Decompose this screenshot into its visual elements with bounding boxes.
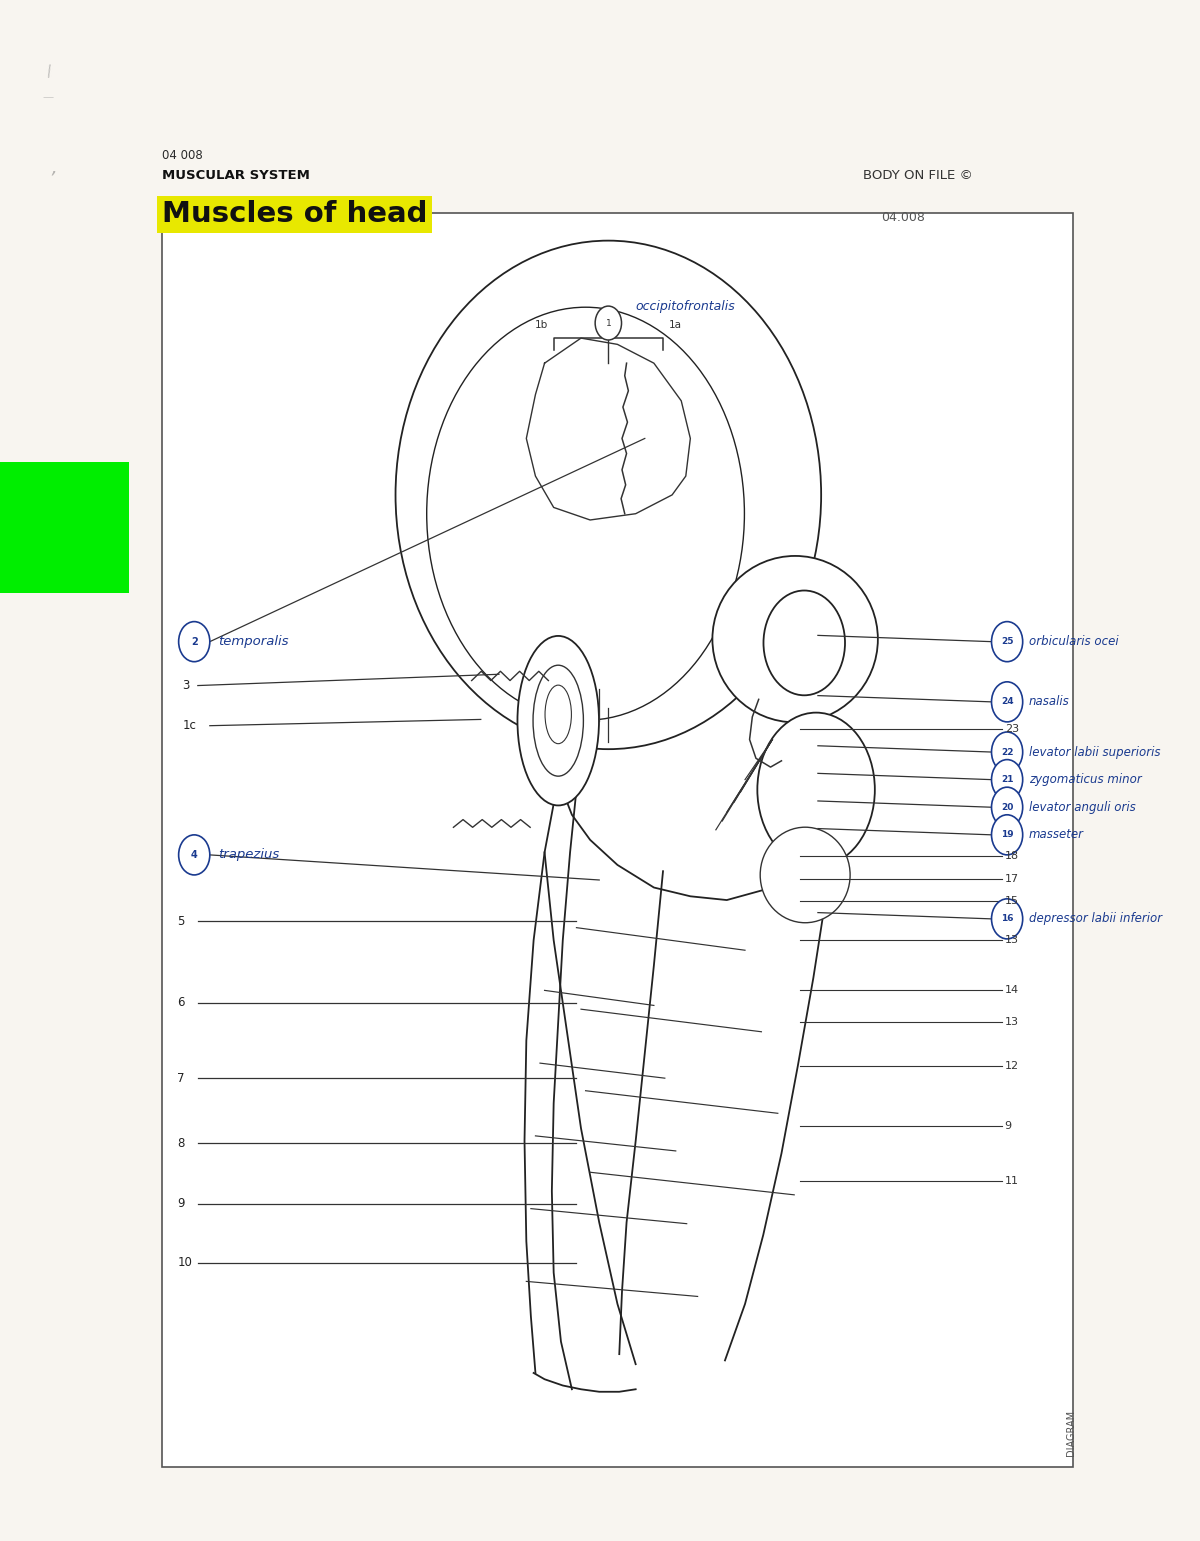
Text: 13: 13	[1004, 1017, 1019, 1026]
Text: 1: 1	[606, 319, 611, 328]
Circle shape	[991, 787, 1022, 828]
Text: 1a: 1a	[670, 321, 682, 330]
Text: 17: 17	[1004, 874, 1019, 883]
Text: 2: 2	[191, 636, 198, 647]
Text: —: —	[42, 92, 53, 102]
Text: 8: 8	[178, 1137, 185, 1150]
Text: 13: 13	[1004, 935, 1019, 945]
Text: depressor labii inferior: depressor labii inferior	[1028, 912, 1162, 926]
Circle shape	[991, 681, 1022, 721]
Text: masseter: masseter	[1028, 829, 1084, 841]
Ellipse shape	[713, 556, 878, 723]
Text: 15: 15	[1004, 897, 1019, 906]
Ellipse shape	[760, 828, 850, 923]
Text: 12: 12	[1004, 1060, 1019, 1071]
Text: 04.008: 04.008	[881, 211, 925, 223]
Ellipse shape	[533, 666, 583, 777]
Ellipse shape	[757, 712, 875, 866]
Circle shape	[595, 307, 622, 341]
Text: 10: 10	[178, 1256, 192, 1270]
Text: 19: 19	[1001, 831, 1014, 840]
Text: 1b: 1b	[534, 321, 547, 330]
Text: 4: 4	[191, 851, 198, 860]
Text: trapezius: trapezius	[218, 849, 280, 861]
Circle shape	[991, 621, 1022, 661]
Text: BODY ON FILE ©: BODY ON FILE ©	[863, 170, 973, 182]
Text: occipitofrontalis: occipitofrontalis	[636, 300, 736, 313]
Text: 7: 7	[178, 1071, 185, 1085]
Text: temporalis: temporalis	[218, 635, 289, 649]
Circle shape	[991, 732, 1022, 772]
Circle shape	[991, 815, 1022, 855]
Text: nasalis: nasalis	[1028, 695, 1069, 709]
Circle shape	[991, 898, 1022, 938]
Text: Muscles of head: Muscles of head	[162, 200, 427, 228]
Text: zygomaticus minor: zygomaticus minor	[1028, 774, 1141, 786]
Text: 9: 9	[1004, 1120, 1012, 1131]
Text: DIAGRAM: DIAGRAM	[1066, 1410, 1075, 1456]
Text: 1c: 1c	[182, 720, 196, 732]
Text: levator labii superioris: levator labii superioris	[1028, 746, 1160, 758]
Text: 04 008: 04 008	[162, 149, 203, 162]
Ellipse shape	[427, 307, 744, 720]
Text: /: /	[46, 65, 53, 80]
Text: 11: 11	[1004, 1176, 1019, 1187]
Text: 16: 16	[1001, 914, 1013, 923]
Text: ’: ’	[48, 170, 54, 190]
Text: 3: 3	[182, 680, 190, 692]
FancyBboxPatch shape	[162, 213, 1073, 1467]
FancyBboxPatch shape	[0, 462, 130, 593]
Text: 6: 6	[178, 997, 185, 1009]
Text: MUSCULAR SYSTEM: MUSCULAR SYSTEM	[162, 170, 310, 182]
Ellipse shape	[517, 636, 599, 806]
Circle shape	[179, 621, 210, 661]
Circle shape	[179, 835, 210, 875]
Text: 5: 5	[178, 915, 185, 928]
Text: 23: 23	[1004, 724, 1019, 735]
Text: levator anguli oris: levator anguli oris	[1028, 801, 1135, 814]
Text: 9: 9	[178, 1197, 185, 1210]
Text: 14: 14	[1004, 985, 1019, 995]
Circle shape	[991, 760, 1022, 800]
Text: orbicularis ocei: orbicularis ocei	[1028, 635, 1118, 649]
Text: 24: 24	[1001, 698, 1014, 706]
Text: 21: 21	[1001, 775, 1013, 784]
Text: 22: 22	[1001, 747, 1013, 757]
Circle shape	[763, 590, 845, 695]
Text: 20: 20	[1001, 803, 1013, 812]
Text: 25: 25	[1001, 636, 1013, 646]
Text: 18: 18	[1004, 851, 1019, 861]
Ellipse shape	[396, 240, 821, 749]
